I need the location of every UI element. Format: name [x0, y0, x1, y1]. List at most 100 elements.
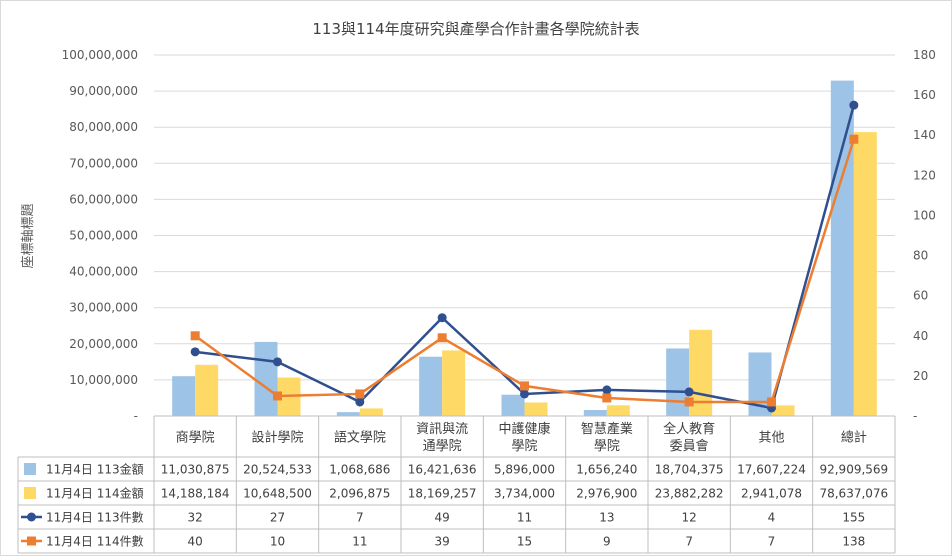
table-value: 39 — [435, 535, 450, 549]
point-114-count — [520, 381, 529, 391]
point-114-count — [849, 134, 859, 144]
table-value: 155 — [842, 511, 865, 525]
table-value: 3,734,000 — [494, 487, 555, 501]
legend-key-bar — [24, 487, 36, 499]
table-value: 4 — [768, 511, 776, 525]
point-114-count — [273, 391, 282, 401]
table-value: 9 — [603, 535, 611, 549]
y-tick-label-left: 60,000,000 — [69, 192, 138, 206]
legend-key-marker — [27, 536, 36, 546]
y-tick-label-left: 80,000,000 — [69, 120, 138, 134]
bar-114-amount — [853, 132, 877, 416]
y-tick-label-left: 70,000,000 — [69, 156, 138, 170]
category-label: 智慧產業 — [581, 421, 633, 437]
y-tick-label-right: - — [913, 409, 917, 423]
point-114-count — [684, 397, 694, 407]
bar-114-amount — [606, 405, 630, 416]
table-value: 13 — [599, 511, 614, 525]
bar-114-amount — [359, 408, 383, 416]
point-113-count — [684, 387, 694, 397]
table-value: 2,941,078 — [741, 487, 802, 501]
table-value: 7 — [685, 535, 693, 549]
bar-114-amount — [195, 364, 219, 416]
bar-114-amount — [771, 405, 795, 416]
table-value: 138 — [842, 535, 865, 549]
table-value: 17,607,224 — [737, 463, 806, 477]
bar-113-amount — [419, 356, 443, 416]
table-value: 14,188,184 — [161, 487, 230, 501]
point-114-count — [602, 393, 612, 403]
category-label: 商學院 — [176, 431, 215, 446]
table-value: 23,882,282 — [655, 487, 724, 501]
y-ticks-left: 100,000,000 90,000,000 80,000,000 70,000,00… — [62, 48, 138, 423]
table-value: 40 — [188, 535, 203, 549]
legend-series-name: 11月4日 113金額 — [46, 462, 144, 477]
category-label: 學院 — [511, 439, 537, 454]
table-value: 18,169,257 — [408, 487, 477, 501]
bar-114-amount — [524, 402, 548, 416]
table-value: 49 — [435, 511, 450, 525]
table-value: 10,648,500 — [243, 487, 312, 501]
y-tick-label-left: - — [134, 409, 138, 423]
table-value: 1,068,686 — [329, 463, 390, 477]
point-113-count — [273, 357, 282, 367]
table-value: 15 — [517, 535, 532, 549]
legend-key-bar — [24, 463, 36, 475]
y-tick-label-right: 60 — [913, 289, 928, 303]
y-tick-label-left: 100,000,000 — [62, 48, 138, 62]
table-value: 12 — [682, 511, 697, 525]
category-label: 其他 — [758, 431, 784, 446]
legend-series-name: 11月4日 113件數 — [46, 511, 144, 525]
table-value: 7 — [356, 511, 364, 525]
category-label: 資訊與流 — [416, 422, 468, 437]
category-label: 中護健康 — [498, 421, 550, 437]
table-value: 20,524,533 — [243, 463, 312, 477]
category-label: 語文學院 — [334, 430, 386, 446]
table-value: 11 — [352, 535, 367, 549]
point-114-count — [437, 333, 447, 343]
point-113-count — [849, 100, 859, 110]
bar-113-amount — [748, 352, 772, 416]
point-113-count — [520, 389, 529, 399]
point-113-count — [437, 313, 447, 323]
y-tick-label-left: 90,000,000 — [69, 84, 138, 98]
point-114-count — [190, 331, 200, 341]
y-tick-label-right: 140 — [913, 128, 936, 142]
y-tick-label-left: 30,000,000 — [69, 301, 138, 315]
legend-series-name: 11月4日 114金額 — [46, 486, 144, 501]
table-value: 27 — [270, 511, 285, 525]
point-113-count — [190, 347, 200, 357]
bar-113-amount — [172, 376, 196, 416]
table-value: 11 — [517, 511, 532, 525]
table-value: 92,909,569 — [819, 463, 888, 477]
table-value: 1,656,240 — [576, 463, 637, 477]
bar-113-amount — [830, 80, 854, 416]
y-tick-label-right: 100 — [913, 208, 936, 222]
bar-113-amount — [583, 410, 607, 416]
y-tick-label-left: 50,000,000 — [69, 229, 138, 243]
bar-114-amount — [442, 350, 466, 416]
bar-113-amount — [254, 341, 278, 416]
point-114-count — [355, 389, 365, 399]
y-ticks-right: 180 160 140 120 100 80 60 40 20 - — [913, 48, 936, 423]
table-value: 7 — [768, 535, 776, 549]
category-label: 委員會 — [670, 439, 709, 454]
bar-113-amount — [501, 394, 525, 416]
y-tick-label-right: 20 — [913, 369, 928, 383]
table-value: 2,096,875 — [329, 487, 390, 501]
point-114-count — [767, 397, 776, 407]
point-113-count — [602, 385, 612, 395]
table-value: 10 — [270, 535, 285, 549]
category-label: 總計 — [841, 430, 867, 446]
y-tick-label-right: 180 — [913, 48, 936, 62]
point-113-count — [355, 397, 365, 407]
y-axis-title: 座標軸標題 — [21, 203, 36, 268]
chart-title: 113與114年度研究與產學合作計畫各學院統計表 — [312, 20, 639, 38]
category-label: 通學院 — [423, 439, 462, 454]
y-tick-label-left: 10,000,000 — [69, 373, 138, 387]
y-tick-label-right: 160 — [913, 88, 936, 102]
